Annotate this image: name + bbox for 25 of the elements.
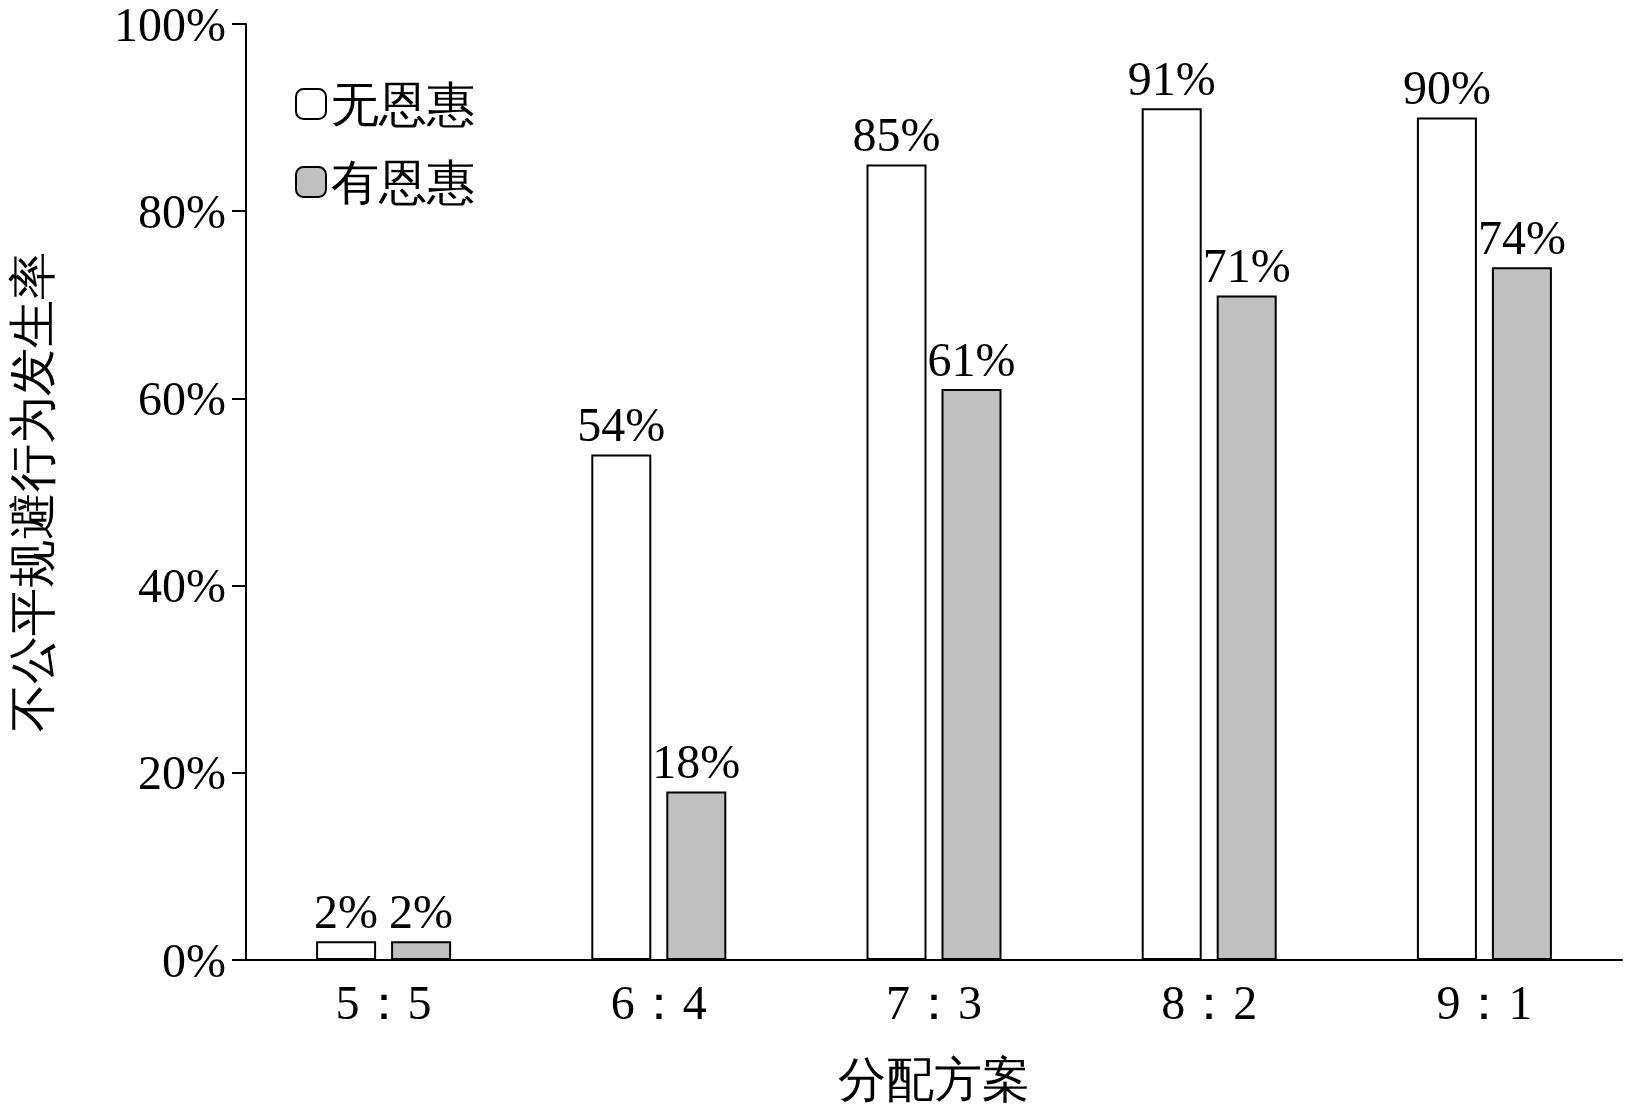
legend-label: 无恩惠 — [331, 77, 475, 131]
x-tick-label: 7：3 — [886, 975, 982, 1029]
x-tick-label: 9：1 — [1436, 975, 1533, 1029]
data-label: 18% — [652, 735, 741, 789]
y-tick-label: 100% — [114, 0, 226, 51]
x-tick-label: 8：2 — [1161, 975, 1258, 1029]
data-label: 71% — [1202, 238, 1291, 292]
y-tick-label: 0% — [162, 933, 226, 987]
y-axis-title: 不公平规避行为发生率 — [5, 252, 59, 732]
x-tick-label: 6：4 — [610, 975, 707, 1029]
data-label: 85% — [852, 107, 941, 161]
y-tick-label: 60% — [138, 371, 226, 425]
data-label: 91% — [1127, 51, 1216, 105]
x-tick-label: 5：5 — [335, 975, 432, 1029]
data-label: 2% — [314, 884, 379, 938]
data-label: 90% — [1402, 61, 1491, 115]
y-tick-label: 20% — [138, 746, 226, 800]
y-tick-label: 80% — [138, 184, 226, 238]
y-tick-label: 40% — [138, 559, 226, 613]
data-label: 2% — [389, 884, 454, 938]
data-label: 61% — [927, 332, 1016, 386]
data-label: 74% — [1477, 210, 1566, 264]
data-label: 54% — [577, 398, 666, 452]
legend-label: 有恩惠 — [331, 155, 475, 209]
x-axis-title: 分配方案 — [838, 1052, 1030, 1106]
